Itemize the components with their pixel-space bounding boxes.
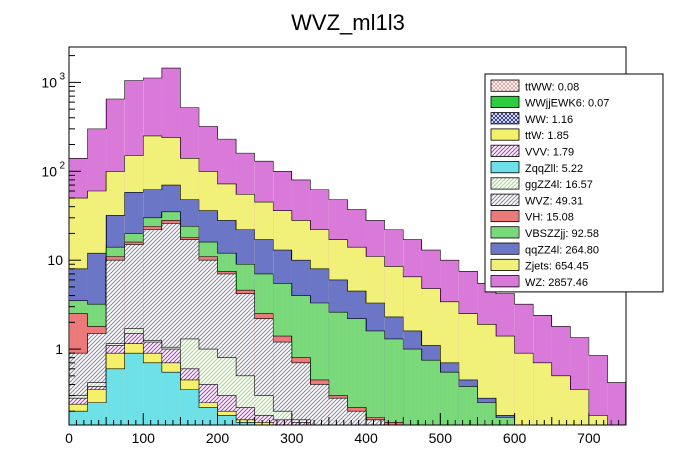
- outline-zjets: [68, 135, 626, 426]
- legend-swatch: [490, 209, 520, 223]
- x-tick-label: 400: [354, 430, 378, 446]
- x-axis: 0 100 200 300 400 500 600 700: [65, 413, 627, 446]
- bar-wvz-bin-11: [273, 342, 292, 425]
- x-tick-label: 200: [206, 430, 230, 446]
- x-tick-label: 500: [429, 430, 453, 446]
- bar-zqqzll-bin-9: [236, 422, 255, 425]
- legend-entry: WZ: 2857.46: [525, 277, 588, 289]
- legend-swatch: [490, 226, 520, 239]
- outline-qqzz4l: [68, 184, 626, 426]
- legend-swatch: [490, 79, 520, 92]
- legend-swatch: [490, 144, 520, 157]
- bar-zqqzll-bin-1: [87, 402, 107, 425]
- legend-entry: VBSZZjj: 92.58: [525, 228, 599, 240]
- y-tick-label: 10: [41, 74, 57, 90]
- legend-swatch: [490, 128, 520, 141]
- y-tick-exponent: 3: [59, 71, 65, 82]
- legend-entry: Zjets: 654.45: [525, 261, 589, 273]
- bar-vbszzjj-bin-18: [403, 349, 422, 425]
- bar-wvz-bin-13: [310, 384, 329, 425]
- bar-wz-bin-28: [588, 355, 608, 425]
- legend-entry: VH: 15.08: [525, 212, 574, 224]
- bar-vvv-bin-12: [291, 422, 311, 425]
- outline-vbszzjj: [68, 211, 626, 426]
- x-tick-label: 100: [132, 430, 156, 446]
- bar-vbszzjj-bin-22: [477, 402, 497, 425]
- bar-zjets-bin-23: [496, 336, 515, 425]
- bar-zjets-bin-25: [533, 362, 552, 425]
- y-tick-label: 1: [55, 341, 63, 357]
- bar-wvz-bin-16: [366, 419, 385, 425]
- legend-entry: qqZZ4l: 264.80: [525, 244, 599, 256]
- bar-zjets-bin-27: [570, 389, 589, 425]
- legend-swatch: [490, 242, 520, 255]
- bar-vbszzjj-bin-16: [366, 330, 385, 425]
- bar-zqqzll-bin-3: [124, 353, 144, 425]
- legend-entry: WVZ: 49.31: [525, 195, 583, 207]
- bar-zqqzll-bin-7: [198, 407, 218, 425]
- y-tick-label: 10: [47, 252, 63, 268]
- bar-zqqzll-bin-8: [217, 415, 237, 425]
- legend-entry: ttW: 1.85: [525, 130, 569, 142]
- bar-vbszzjj-bin-21: [458, 386, 478, 425]
- bar-wvz-bin-15: [347, 411, 367, 425]
- legend-swatch: [490, 112, 520, 125]
- bar-vbszzjj-bin-17: [384, 338, 404, 425]
- y-tick-label: 10: [41, 163, 57, 179]
- x-tick-label: 300: [280, 430, 304, 446]
- legend-entry: VVV: 1.79: [525, 147, 574, 159]
- bar-wvz-bin-12: [291, 362, 311, 425]
- legend-entry: ZqqZll: 5.22: [525, 163, 583, 175]
- legend-swatch: [490, 275, 520, 288]
- legend-entry: WW: 1.16: [525, 114, 573, 126]
- bar-ttw-bin-10: [254, 422, 274, 425]
- legend-swatch: [490, 177, 520, 190]
- bar-wvz-bin-14: [328, 398, 348, 425]
- bar-zjets-bin-24: [514, 353, 534, 425]
- bar-zqqzll-bin-5: [161, 372, 181, 425]
- stack-layer-zqqzll: [68, 352, 626, 426]
- legend-entry: WWjjEWK6: 0.07: [525, 98, 609, 110]
- chart-title: WVZ_ml1l3: [291, 10, 405, 35]
- x-tick-label: 700: [577, 430, 601, 446]
- bar-wz-bin-29: [607, 382, 626, 425]
- bar-zqqzll-bin-2: [106, 368, 125, 425]
- bar-zjets-bin-28: [588, 415, 608, 425]
- legend-swatch: [490, 95, 520, 109]
- bar-vbszzjj-bin-15: [347, 318, 367, 425]
- legend-swatch: [490, 193, 520, 206]
- x-tick-label: 0: [65, 430, 73, 446]
- legend-entry: ttWW: 0.08: [525, 81, 579, 93]
- outline-wz: [68, 67, 627, 425]
- bar-vbszzjj-bin-23: [496, 417, 515, 425]
- bar-vbszzjj-bin-19: [421, 360, 441, 425]
- legend: ttWW: 0.08 WWjjEWK6: 0.07 WW: 1.16 ttW: 1.8…: [484, 73, 664, 293]
- legend-entry: ggZZ4l: 16.57: [525, 179, 593, 191]
- bar-zqqzll-bin-4: [143, 362, 162, 425]
- histogram-bars: [68, 67, 627, 426]
- bar-vbszzjj-bin-20: [440, 372, 459, 425]
- bar-zjets-bin-26: [551, 375, 571, 425]
- y-tick-exponent: 2: [59, 160, 65, 171]
- legend-swatch: [490, 161, 520, 174]
- x-tick-label: 600: [503, 430, 527, 446]
- bar-vvv-bin-10: [254, 415, 274, 425]
- bar-zqqzll-bin-0: [69, 411, 88, 425]
- bar-vvv-bin-11: [273, 419, 292, 425]
- legend-swatch: [490, 258, 520, 271]
- bar-zqqzll-bin-6: [180, 389, 199, 425]
- bar-vh-bin-17: [384, 422, 404, 425]
